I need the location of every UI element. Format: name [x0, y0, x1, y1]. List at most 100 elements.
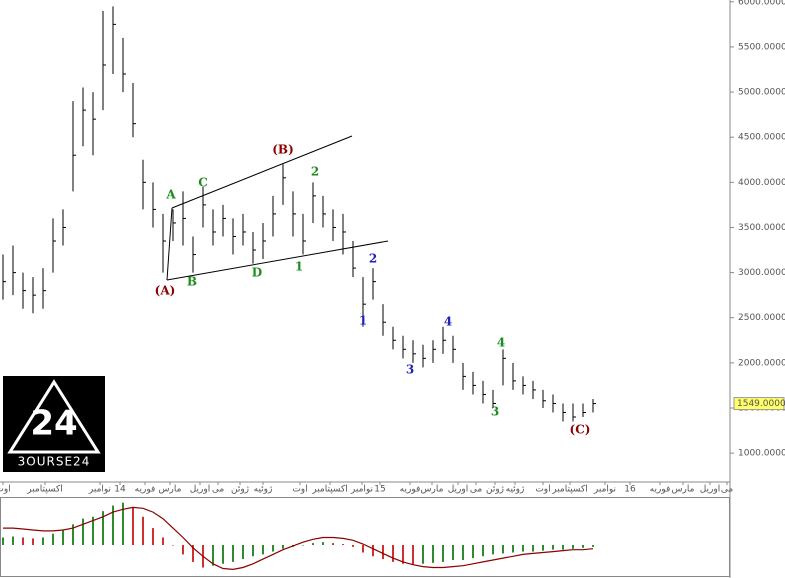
histogram-bar — [582, 544, 584, 548]
x-tick-label: می — [470, 485, 483, 495]
x-tick-label: نوامبر — [593, 485, 616, 495]
trend-line — [166, 207, 173, 281]
wave-label: D — [252, 266, 262, 280]
last-price-box — [733, 397, 785, 411]
histogram-bar — [92, 516, 94, 545]
histogram-bar — [252, 544, 254, 557]
histogram-bar — [302, 544, 304, 546]
histogram-bar — [352, 544, 354, 547]
trend-line — [166, 240, 389, 281]
x-tick-label: مارس — [672, 485, 695, 495]
wave-label: A — [165, 188, 176, 202]
x-tick-label: اوریل — [190, 485, 211, 495]
x-tick-label: اکسپتامبر — [311, 485, 348, 495]
histogram-bar — [52, 533, 54, 545]
histogram-bar — [492, 544, 494, 555]
y-tick-label: 6000.0000 — [738, 0, 785, 7]
last-price-label: 1549.0000 — [737, 399, 785, 409]
histogram-bar — [472, 544, 474, 559]
histogram-bar — [532, 544, 534, 552]
x-tick-label: مارس — [159, 485, 182, 495]
histogram-bar — [592, 544, 594, 547]
histogram-bar — [372, 544, 374, 557]
histogram-bar — [422, 544, 424, 564]
histogram-bar — [112, 505, 114, 545]
histogram-bar — [232, 544, 234, 562]
x-tick-label: ژوئیه — [506, 485, 525, 495]
x-tick-label: ژوئن — [486, 485, 504, 495]
x-tick-label: فوریه — [135, 485, 156, 495]
histogram-bar — [192, 544, 194, 562]
logo-mark: 24 — [30, 404, 77, 444]
y-tick-label: 3500.0000 — [738, 223, 785, 233]
wave-label: 3 — [491, 405, 499, 419]
x-tick-label: اوریل — [700, 485, 721, 495]
histogram-bar — [572, 544, 574, 549]
x-tick-label: 15 — [374, 485, 385, 495]
wave-label: 4 — [444, 315, 452, 329]
x-tick-label: نوامبر — [88, 485, 111, 495]
histogram-bar — [262, 544, 264, 555]
wave-label: 2 — [369, 252, 377, 266]
logo-box — [3, 376, 105, 472]
wave-label: 4 — [497, 336, 505, 350]
histogram-bar — [42, 537, 44, 545]
x-tick-label: فوریه — [650, 485, 671, 495]
histogram-bar — [32, 538, 34, 545]
histogram-bar — [552, 544, 554, 550]
y-tick-label: 5500.0000 — [738, 42, 785, 52]
logo-triangle — [7, 379, 101, 454]
logo: 24 3OURSE24 — [3, 376, 105, 472]
x-tick-label: ژوئیه — [254, 485, 273, 495]
histogram-bar — [142, 516, 144, 545]
histogram-bar — [102, 511, 104, 545]
x-tick-label: 14 — [114, 485, 126, 495]
histogram-bar — [282, 544, 284, 549]
histogram-bar — [402, 544, 404, 564]
logo-text: 3OURSE24 — [18, 455, 91, 469]
y-tick-label: 2000.0000 — [738, 358, 785, 368]
histogram-bar — [502, 544, 504, 554]
histogram-bar — [1, 537, 4, 545]
histogram-bar — [82, 518, 84, 545]
signal-line — [3, 506, 594, 571]
histogram-bar — [442, 544, 444, 562]
x-tick-label: مارس — [421, 485, 444, 495]
histogram-bar — [452, 544, 454, 561]
histogram-bar — [212, 544, 214, 566]
histogram-bar — [312, 543, 314, 545]
wave-label: B — [187, 275, 197, 289]
indicator-panel — [0, 497, 730, 577]
histogram-bar — [462, 544, 464, 561]
x-tick-label: فوریه — [400, 485, 421, 495]
histogram-bar — [512, 544, 514, 553]
histogram-bar — [12, 536, 14, 545]
y-tick-label: 3000.0000 — [738, 268, 785, 278]
histogram-bar — [162, 537, 164, 545]
x-tick-label: اوت — [292, 485, 307, 495]
x-tick-label: نوامبر — [350, 485, 373, 495]
y-tick-label: 4000.0000 — [738, 178, 785, 188]
trend-line — [171, 135, 353, 209]
histogram-bar — [432, 544, 434, 563]
x-tick-label: اوت — [535, 485, 550, 495]
histogram-bar — [242, 544, 244, 560]
histogram-bar — [62, 529, 64, 545]
histogram-bar — [322, 542, 324, 545]
wave-label: (B) — [272, 143, 294, 157]
histogram-bar — [542, 544, 544, 551]
y-tick-label: 2500.0000 — [738, 313, 785, 323]
y-tick-label: 1000.0000 — [738, 449, 785, 459]
histogram-bar — [362, 544, 364, 553]
y-tick-label: 4500.0000 — [738, 133, 785, 143]
histogram-bar — [342, 544, 344, 545]
histogram-bar — [22, 537, 24, 545]
wave-label: 1 — [295, 260, 303, 274]
histogram-bar — [392, 544, 394, 562]
histogram-bar — [562, 544, 564, 550]
x-tick-label: اکسپتامبر — [26, 485, 63, 495]
wave-label: C — [198, 176, 208, 190]
wave-label: 1 — [359, 314, 367, 328]
histogram-bar — [332, 543, 334, 545]
